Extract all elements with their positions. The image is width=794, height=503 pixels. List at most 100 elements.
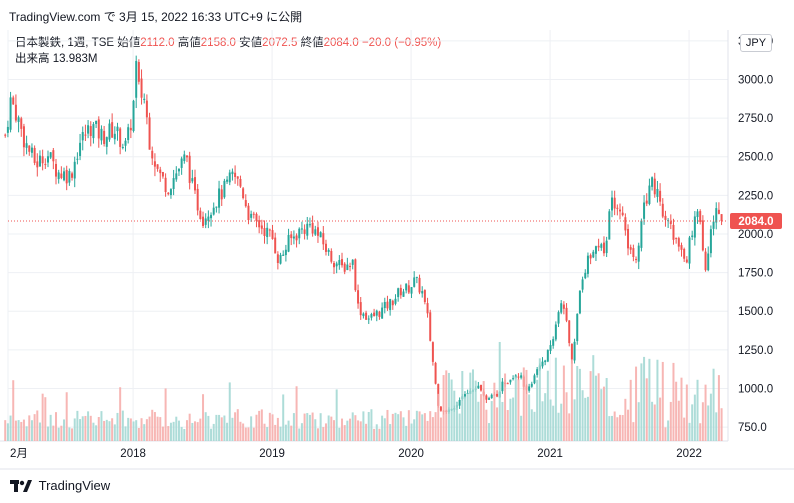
volume-bar <box>324 423 327 441</box>
candle-body <box>41 156 44 164</box>
volume-bar <box>335 389 338 441</box>
volume-bar <box>632 422 635 441</box>
volume-bar <box>14 420 17 441</box>
volume-bar <box>493 382 496 441</box>
volume-bar <box>156 416 159 441</box>
x-tick-label: 2020 <box>398 448 424 460</box>
candle-body <box>351 259 354 265</box>
volume-bar <box>266 427 269 441</box>
volume-bar <box>557 412 560 441</box>
candle-body <box>164 177 167 192</box>
volume-bar <box>688 422 691 441</box>
candle-body <box>373 312 376 317</box>
candle-body <box>81 132 84 141</box>
volume-bar <box>584 397 587 441</box>
candle-body <box>496 393 499 397</box>
candle-body <box>239 179 242 187</box>
volume-bar <box>536 379 539 441</box>
volume-bar <box>469 372 472 441</box>
volume-bar <box>346 420 349 441</box>
candle-body <box>520 375 523 378</box>
volume-bar <box>397 414 400 441</box>
volume-bar <box>522 367 525 441</box>
candle-body <box>594 246 597 254</box>
candle-body <box>79 142 82 156</box>
volume-bar <box>295 386 298 441</box>
volume-bar <box>252 427 255 441</box>
volume-bar <box>103 420 106 441</box>
candle-body <box>60 173 63 178</box>
high-value: 2158.0 <box>200 37 236 49</box>
volume-bar <box>434 412 437 441</box>
candle-body <box>602 242 605 254</box>
volume-bar <box>685 384 688 441</box>
volume-bar <box>367 411 370 441</box>
candle-body <box>573 341 576 361</box>
candle-body <box>643 202 646 219</box>
candle-body <box>554 324 557 340</box>
volume-bar <box>314 419 317 441</box>
currency-button[interactable]: JPY <box>740 34 772 52</box>
candle-body <box>44 164 47 166</box>
volume-bar <box>196 422 199 441</box>
candle-body <box>63 171 66 181</box>
volume-bar <box>36 410 39 441</box>
candle-body <box>586 255 589 274</box>
volume-bar <box>159 417 162 441</box>
volume-bar <box>308 414 311 441</box>
candle-body <box>36 161 39 168</box>
volume-bar <box>405 425 408 441</box>
candle-body <box>276 254 279 264</box>
volume-bar <box>68 427 71 441</box>
candle-body <box>180 158 183 168</box>
close-label: 終値 <box>300 37 324 49</box>
volume-bar <box>354 415 357 441</box>
volume-bar <box>188 413 191 441</box>
candle-body <box>9 97 12 130</box>
volume-bar <box>279 426 282 441</box>
y-tick-label: 3000.0 <box>738 74 773 86</box>
volume-bar <box>576 366 579 441</box>
candle-body <box>226 179 229 182</box>
candle-body <box>196 188 199 211</box>
volume-bar <box>450 379 453 441</box>
candle-body <box>715 208 718 223</box>
volume-bar <box>640 363 643 441</box>
volume-bar <box>210 428 213 441</box>
candle-body <box>308 224 311 226</box>
candle-body <box>57 172 60 180</box>
candle-body <box>509 379 512 383</box>
volume-bar <box>621 415 624 441</box>
volume-bar <box>316 428 319 441</box>
volume-bar <box>41 393 44 441</box>
candle-body <box>370 314 373 318</box>
candle-body <box>632 248 635 258</box>
open-value: 2112.0 <box>140 37 175 49</box>
volume-bar <box>268 412 271 441</box>
candle-body <box>212 207 215 215</box>
candle-body <box>52 150 55 162</box>
volume-bar <box>669 401 672 441</box>
volume-bar <box>659 397 662 441</box>
volume-bar <box>137 427 140 441</box>
volume-bar <box>161 426 164 441</box>
candle-body <box>335 263 338 267</box>
volume-bar <box>244 427 247 441</box>
candle-body <box>87 125 90 134</box>
candle-body <box>530 383 533 387</box>
volume-legend: 出来高 13.983M <box>15 51 97 67</box>
volume-bar <box>73 418 76 441</box>
volume-bar <box>319 413 322 441</box>
volume-bar <box>680 377 683 441</box>
volume-bar <box>413 419 416 441</box>
volume-bar <box>602 386 605 441</box>
volume-bar <box>554 357 557 441</box>
candle-body <box>584 272 587 279</box>
volume-bar <box>263 423 266 441</box>
candle-body <box>46 156 49 163</box>
volume-bar <box>514 376 517 441</box>
volume-bar <box>637 402 640 441</box>
volume-bar <box>84 415 87 441</box>
volume-bar <box>4 420 7 441</box>
